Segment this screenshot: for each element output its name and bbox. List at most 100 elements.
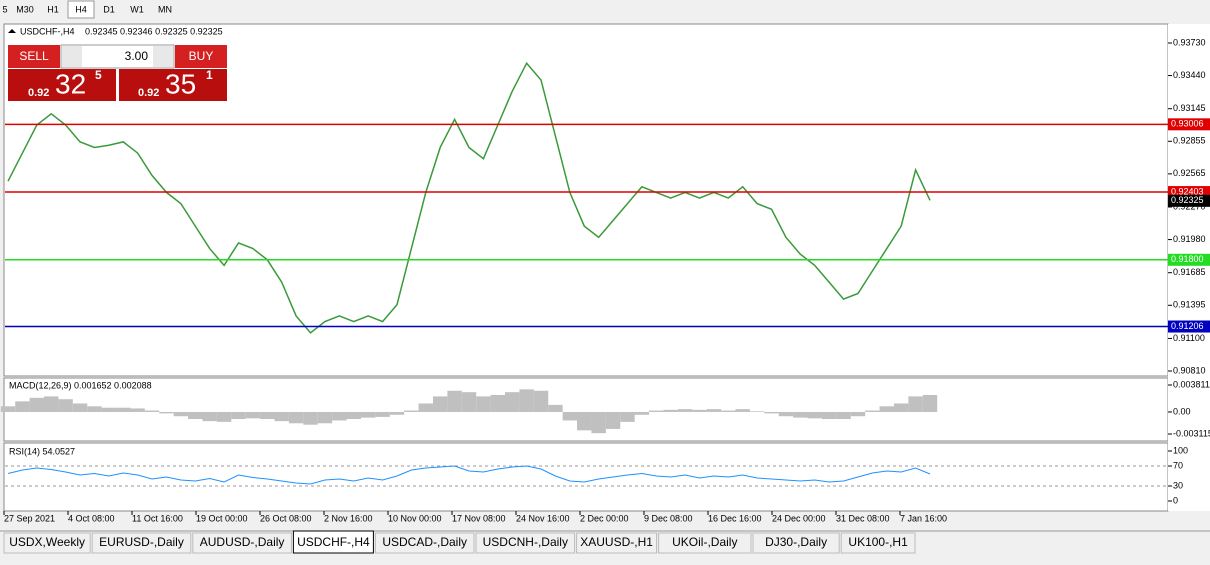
rsi-tick-label: 0 bbox=[1173, 495, 1178, 505]
macd-bar bbox=[836, 411, 851, 420]
timeframe-button[interactable]: MN bbox=[158, 4, 172, 14]
rsi-tick-label: 100 bbox=[1173, 445, 1188, 455]
tab[interactable] bbox=[576, 532, 658, 554]
rsi-pane bbox=[3, 442, 1169, 512]
tab[interactable] bbox=[374, 532, 475, 554]
macd-bar bbox=[188, 411, 203, 420]
sell-label[interactable]: SELL bbox=[19, 49, 49, 63]
price-tick-label: 0.91395 bbox=[1173, 300, 1206, 310]
macd-bar bbox=[663, 409, 678, 412]
timeframe-button[interactable]: W1 bbox=[130, 4, 144, 14]
macd-title: MACD(12,26,9) 0.001652 0.002088 bbox=[9, 380, 152, 390]
macd-bar bbox=[577, 411, 592, 431]
axis-area bbox=[1168, 24, 1210, 511]
macd-bar bbox=[447, 390, 462, 412]
sell-button[interactable] bbox=[8, 45, 60, 68]
macd-bar bbox=[101, 407, 117, 412]
macd-bar bbox=[375, 411, 390, 417]
macd-bar bbox=[821, 411, 837, 420]
tab[interactable] bbox=[475, 532, 576, 554]
price-tick-label: 0.92565 bbox=[1173, 168, 1206, 178]
timeframe-button[interactable]: 5 bbox=[2, 4, 7, 14]
macd-bar bbox=[505, 392, 520, 412]
level-label: 0.93006 bbox=[1171, 119, 1204, 129]
volume-input[interactable] bbox=[60, 44, 175, 69]
timeframe-button[interactable]: H1 bbox=[47, 4, 59, 14]
ask-big: 0.92 bbox=[138, 87, 159, 99]
macd-bar bbox=[418, 403, 433, 412]
macd-tick-label: -0.003115 bbox=[1173, 428, 1210, 438]
macd-bar bbox=[879, 406, 894, 412]
ask-box[interactable] bbox=[119, 69, 227, 101]
quote: 0.92345 0.92346 0.92325 0.92325 bbox=[85, 26, 223, 36]
rsi-tick-label: 30 bbox=[1173, 480, 1183, 490]
tab-label[interactable]: DJ30-,Daily bbox=[765, 535, 827, 549]
tab-label[interactable]: USDCNH-,Daily bbox=[483, 535, 568, 549]
volume-up[interactable] bbox=[153, 46, 173, 67]
tab-label[interactable]: UK100-,H1 bbox=[848, 535, 908, 549]
bid-box[interactable] bbox=[8, 69, 116, 101]
tab[interactable] bbox=[192, 532, 292, 554]
price-tick-label: 0.93440 bbox=[1173, 70, 1206, 80]
macd-bar bbox=[144, 410, 160, 412]
rsi-line bbox=[7, 465, 931, 485]
date-label: 17 Nov 08:00 bbox=[452, 513, 506, 523]
price-tick-label: 0.91980 bbox=[1173, 234, 1206, 244]
macd-bar bbox=[159, 411, 174, 414]
tab-label[interactable]: XAUUSD-,H1 bbox=[580, 535, 653, 549]
macd-bar bbox=[389, 411, 405, 415]
tab[interactable] bbox=[840, 532, 916, 554]
level-label: 0.91800 bbox=[1171, 254, 1204, 264]
macd-bar bbox=[231, 411, 246, 420]
tab-label[interactable]: UKOil-,Daily bbox=[672, 535, 737, 549]
tab-label[interactable]: EURUSD-,Daily bbox=[99, 535, 184, 549]
date-label: 24 Dec 00:00 bbox=[772, 513, 826, 523]
macd-tick-label: 0.00 bbox=[1173, 406, 1191, 416]
macd-bar bbox=[317, 411, 333, 424]
tab-label[interactable]: USDX,Weekly bbox=[9, 535, 85, 549]
tab[interactable] bbox=[752, 532, 840, 554]
price-tick-label: 0.91100 bbox=[1173, 333, 1205, 343]
macd-tick-label: 0.003811 bbox=[1173, 379, 1210, 389]
buy-label[interactable]: BUY bbox=[189, 49, 214, 63]
macd-bar bbox=[216, 411, 232, 422]
macd-bar bbox=[735, 409, 750, 412]
macd-bar bbox=[893, 403, 909, 412]
rsi-title: RSI(14) 54.0527 bbox=[9, 446, 75, 456]
tab[interactable] bbox=[91, 532, 192, 554]
tab-active[interactable] bbox=[292, 530, 374, 554]
timeframe-button[interactable]: H4 bbox=[75, 4, 87, 14]
macd-bar bbox=[677, 409, 693, 412]
date-label: 11 Oct 16:00 bbox=[132, 513, 183, 523]
price-tick-label: 0.93145 bbox=[1173, 103, 1206, 113]
macd-bar bbox=[346, 411, 361, 420]
level-label: 0.91206 bbox=[1171, 321, 1204, 331]
tab[interactable] bbox=[658, 532, 752, 554]
tab-label[interactable]: USDCHF-,H4 bbox=[297, 535, 370, 549]
macd-bar bbox=[130, 408, 145, 412]
bid-frac: 5 bbox=[95, 68, 102, 82]
macd-bar bbox=[706, 409, 722, 412]
macd-bar bbox=[519, 389, 534, 412]
timeframe-button[interactable]: M30 bbox=[16, 4, 34, 14]
tab-label[interactable]: USDCAD-,Daily bbox=[382, 535, 467, 549]
macd-bar bbox=[476, 396, 491, 412]
macd-bar bbox=[432, 396, 448, 412]
tab-label[interactable]: AUDUSD-,Daily bbox=[200, 535, 285, 549]
price-tick-label: 0.93730 bbox=[1173, 37, 1206, 47]
macd-bar bbox=[749, 411, 765, 412]
volume-value[interactable]: 3.00 bbox=[125, 49, 149, 63]
level-label: 0.92403 bbox=[1171, 186, 1204, 196]
macd-bar bbox=[58, 399, 73, 412]
ask-pips: 35 bbox=[165, 68, 196, 99]
timeframe-button[interactable]: D1 bbox=[103, 4, 115, 14]
macd-bar bbox=[620, 411, 635, 422]
volume-down[interactable] bbox=[62, 46, 82, 67]
buy-button[interactable] bbox=[175, 45, 227, 68]
rsi-tick-label: 70 bbox=[1173, 460, 1183, 470]
macd-bar bbox=[202, 411, 217, 422]
tab[interactable] bbox=[3, 532, 91, 554]
macd-bar bbox=[245, 411, 261, 419]
